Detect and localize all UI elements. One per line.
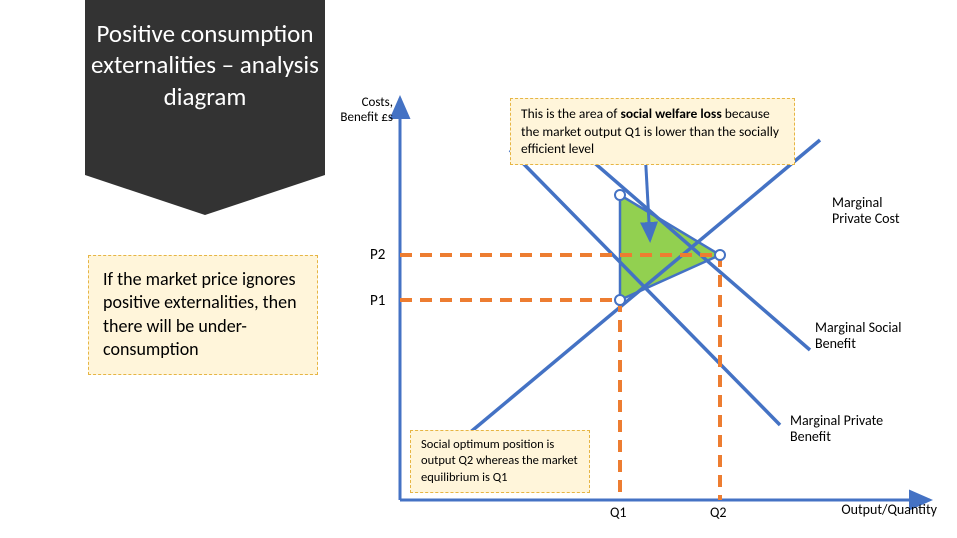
point-q1-p1 — [615, 295, 625, 305]
note-left: If the market price ignores positive ext… — [88, 255, 318, 375]
callout-social-optimum: Social optimum position is output Q2 whe… — [410, 430, 590, 493]
callout-top-prefix: This is the area of — [521, 105, 620, 122]
x-axis-label: Output/Quantity — [841, 502, 937, 518]
note-left-text: If the market price ignores positive ext… — [103, 268, 297, 360]
mpb-label: Marginal Private Benefit — [790, 413, 910, 445]
title-banner: Positive consumption externalities – ana… — [85, 0, 325, 215]
callout-top-bold: social welfare loss — [620, 105, 721, 122]
point-q2-p2 — [715, 250, 725, 260]
title-text: Positive consumption externalities – ana… — [85, 18, 325, 112]
msb-label: Marginal Social Benefit — [815, 320, 925, 352]
p1-label: P1 — [370, 293, 385, 310]
q1-label: Q1 — [610, 505, 627, 521]
point-triangle-top — [615, 190, 625, 200]
callout-bottom-text: Social optimum position is output Q2 whe… — [421, 437, 578, 485]
callout-welfare-loss: This is the area of social welfare loss … — [510, 98, 795, 165]
q2-label: Q2 — [710, 505, 727, 521]
mpc-label: Marginal Private Cost — [832, 195, 922, 227]
y-axis-label: Costs, Benefit £s — [338, 96, 393, 126]
mpc-curve — [455, 140, 820, 445]
welfare-loss-triangle — [620, 195, 720, 300]
p2-label: P2 — [370, 247, 385, 264]
